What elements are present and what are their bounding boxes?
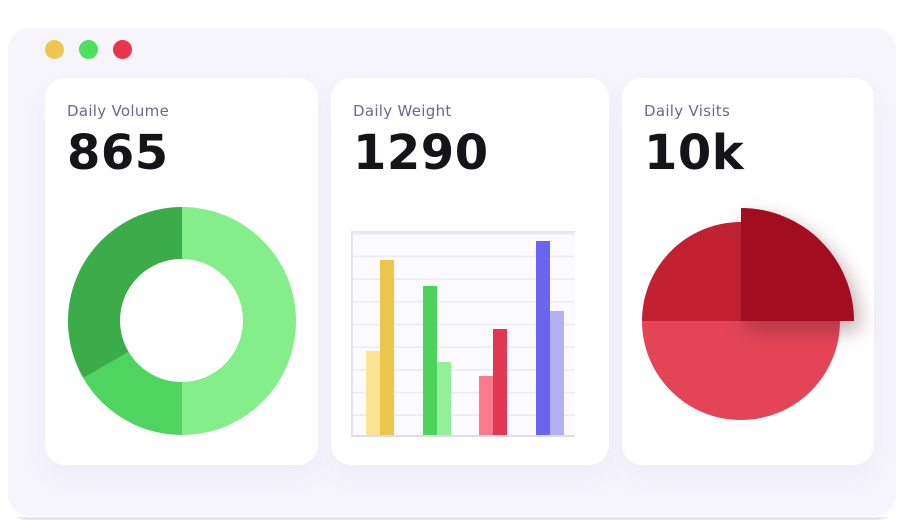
close-dot-icon[interactable] <box>113 40 132 59</box>
bar-pale-yellow <box>366 350 380 435</box>
window-controls <box>8 28 896 59</box>
card-value: 865 <box>67 125 169 181</box>
daily-weight-card: Daily Weight 1290 <box>331 78 609 465</box>
bar-green <box>422 285 437 435</box>
card-value: 10k <box>644 125 745 181</box>
daily-volume-card: Daily Volume 865 <box>45 78 318 465</box>
daily-visits-card: Daily Visits 10k <box>622 78 874 465</box>
bar-red <box>493 328 508 435</box>
minimize-dot-icon[interactable] <box>45 40 64 59</box>
card-title: Daily Weight <box>353 102 452 120</box>
pie-chart <box>642 207 854 443</box>
bar-chart <box>351 230 575 437</box>
bar-pale-red <box>479 375 494 435</box>
dashboard-panel: Daily Volume 865 Daily Weight 1290 Daily… <box>8 28 896 516</box>
pie-exploded-slice <box>741 207 854 321</box>
card-title: Daily Visits <box>644 102 731 120</box>
card-value: 1290 <box>353 125 489 181</box>
window-bottom-edge <box>0 517 904 520</box>
donut-chart <box>67 206 296 435</box>
maximize-dot-icon[interactable] <box>79 40 98 59</box>
bar-purple <box>535 240 550 435</box>
bar-pale-purple <box>549 310 564 435</box>
bar-gold <box>380 259 394 435</box>
card-title: Daily Volume <box>67 102 170 120</box>
bar-pale-green <box>436 361 451 435</box>
cards-row: Daily Volume 865 Daily Weight 1290 Daily… <box>8 78 896 465</box>
